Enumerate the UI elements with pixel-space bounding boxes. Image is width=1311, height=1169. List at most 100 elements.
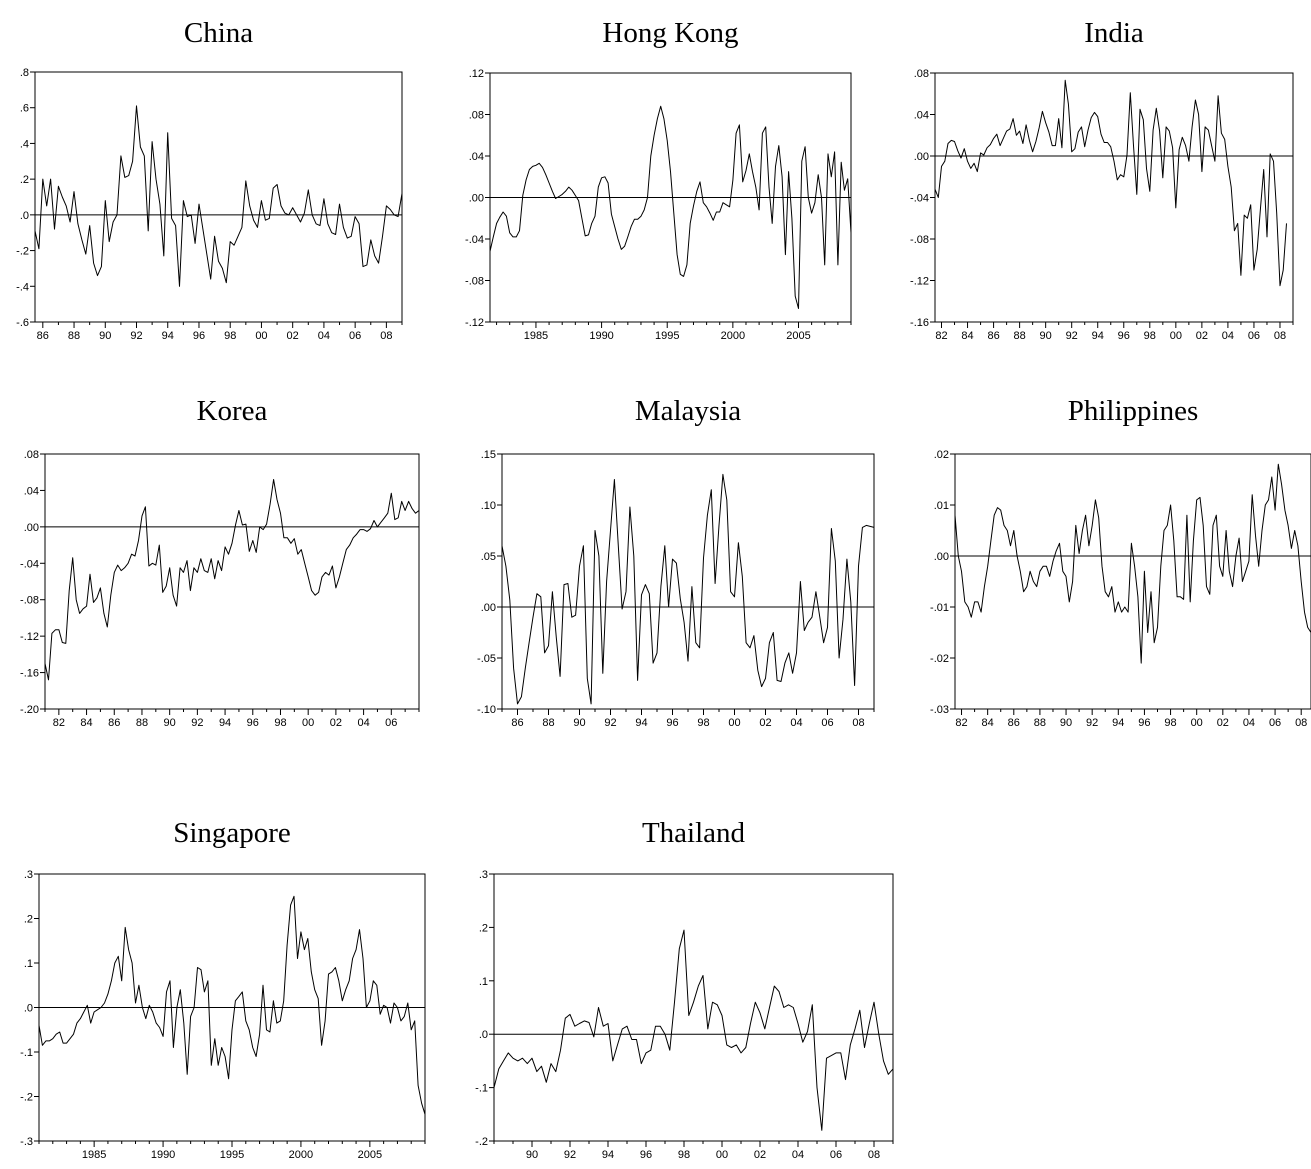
y-tick-label: -.2 bbox=[475, 1136, 488, 1148]
x-tick-label: 02 bbox=[330, 717, 342, 729]
x-tick-label: 86 bbox=[511, 717, 523, 729]
y-tick-label: .01 bbox=[934, 500, 949, 512]
series-line bbox=[954, 463, 1311, 664]
x-tick-label: 90 bbox=[526, 1149, 538, 1161]
x-tick-label: 98 bbox=[678, 1149, 690, 1161]
chart-title: Hong Kong bbox=[602, 17, 738, 49]
series-line bbox=[501, 473, 875, 705]
x-tick-label: 92 bbox=[1086, 717, 1098, 729]
panel-singapore: Singapore .3 .2 .1 .0 -.1 -.2 -.3 1985 1990 1995 2… bbox=[20, 817, 426, 1161]
series-line bbox=[493, 929, 894, 1131]
y-tick-label: .04 bbox=[914, 110, 929, 122]
x-tick-label: 08 bbox=[852, 717, 864, 729]
y-tick-label: -.01 bbox=[930, 602, 949, 614]
x-tick-label: 00 bbox=[716, 1149, 728, 1161]
panel-korea: Korea .08 .04 .00 -.04 -.08 -.12 -.16 -.20 82 84 8… bbox=[20, 395, 420, 729]
x-tick-label: 82 bbox=[935, 330, 947, 342]
plot-frame bbox=[34, 71, 403, 323]
y-tick-label: .04 bbox=[24, 485, 39, 497]
y-tick-label: .3 bbox=[479, 869, 488, 881]
x-tick-label: 86 bbox=[1008, 717, 1020, 729]
x-tick-label: 06 bbox=[821, 717, 833, 729]
x-tick-label: 88 bbox=[1013, 330, 1025, 342]
y-tick-label: -.16 bbox=[910, 317, 929, 329]
x-tick-label: 98 bbox=[224, 330, 236, 342]
x-tick-label: 86 bbox=[37, 330, 49, 342]
x-tick-label: 08 bbox=[868, 1149, 880, 1161]
x-tick-label: 94 bbox=[635, 717, 647, 729]
y-tick-label: .12 bbox=[469, 68, 484, 80]
x-tick-label: 08 bbox=[1274, 330, 1286, 342]
y-tick-label: -.10 bbox=[477, 704, 496, 716]
x-tick-label: 84 bbox=[982, 717, 994, 729]
y-tick-label: -.08 bbox=[465, 276, 484, 288]
x-tick-label: 98 bbox=[1164, 717, 1176, 729]
y-tick-label: .1 bbox=[24, 958, 33, 970]
panel-china: China .8 .6 .4 .2 .0 -.2 -.4 -.6 86 88 90 92 94 96 98 0… bbox=[16, 17, 403, 342]
panel-hong-kong: Hong Kong .12 .08 .04 .00 -.04 -.08 -.12 1985 19… bbox=[465, 17, 852, 342]
series-line bbox=[34, 105, 403, 287]
y-tick-label: -.04 bbox=[465, 234, 484, 246]
x-tick-label: 88 bbox=[1034, 717, 1046, 729]
x-tick-label: 04 bbox=[790, 717, 802, 729]
y-tick-label: .00 bbox=[469, 193, 484, 205]
x-tick-label: 02 bbox=[754, 1149, 766, 1161]
x-tick-label: 00 bbox=[1191, 717, 1203, 729]
x-tick-label: 96 bbox=[666, 717, 678, 729]
x-tick-label: 90 bbox=[164, 717, 176, 729]
x-tick-label: 94 bbox=[162, 330, 174, 342]
x-tick-label: 2005 bbox=[358, 1149, 382, 1161]
y-tick-label: .0 bbox=[20, 210, 29, 222]
y-tick-label: .3 bbox=[24, 869, 33, 881]
y-tick-label: .1 bbox=[479, 976, 488, 988]
x-tick-label: 98 bbox=[274, 717, 286, 729]
x-tick-label: 2000 bbox=[721, 330, 745, 342]
x-tick-label: 82 bbox=[53, 717, 65, 729]
chart-title: Singapore bbox=[173, 817, 291, 849]
x-tick-label: 96 bbox=[247, 717, 259, 729]
x-tick-label: 90 bbox=[99, 330, 111, 342]
panel-thailand: Thailand .3 .2 .1 .0 -.1 -.2 90 92 94 96 98 00 02 04 0… bbox=[475, 817, 894, 1161]
x-tick-label: 90 bbox=[573, 717, 585, 729]
x-tick-label: 94 bbox=[1092, 330, 1104, 342]
y-tick-label: .2 bbox=[20, 174, 29, 186]
x-tick-label: 90 bbox=[1060, 717, 1072, 729]
chart-title: Thailand bbox=[642, 817, 746, 849]
y-tick-label: .2 bbox=[24, 914, 33, 926]
y-tick-label: -.08 bbox=[910, 234, 929, 246]
x-tick-label: 02 bbox=[1217, 717, 1229, 729]
y-tick-label: -.12 bbox=[910, 276, 929, 288]
x-tick-label: 98 bbox=[1144, 330, 1156, 342]
x-tick-label: 04 bbox=[792, 1149, 804, 1161]
x-tick-label: 84 bbox=[961, 330, 973, 342]
x-tick-label: 04 bbox=[318, 330, 330, 342]
y-tick-label: .4 bbox=[20, 138, 29, 150]
chart-title: India bbox=[1084, 17, 1144, 49]
y-tick-label: .10 bbox=[481, 500, 496, 512]
x-tick-label: 08 bbox=[380, 330, 392, 342]
x-tick-label: 2005 bbox=[786, 330, 810, 342]
x-tick-label: 04 bbox=[1243, 717, 1255, 729]
y-tick-label: .0 bbox=[24, 1003, 33, 1015]
series-line bbox=[489, 105, 852, 309]
panel-malaysia: Malaysia .15 .10 .05 .00 -.05 -.10 86 88 90 92 94 9… bbox=[477, 395, 875, 729]
y-tick-label: -.04 bbox=[910, 193, 929, 205]
x-tick-label: 04 bbox=[357, 717, 369, 729]
x-tick-label: 92 bbox=[1066, 330, 1078, 342]
plot-frame bbox=[954, 453, 1311, 710]
y-tick-label: -.04 bbox=[20, 558, 39, 570]
plot-frame bbox=[934, 72, 1294, 323]
x-tick-label: 1990 bbox=[151, 1149, 175, 1161]
y-tick-label: -.16 bbox=[20, 668, 39, 680]
y-tick-label: .08 bbox=[469, 110, 484, 122]
y-tick-label: -.05 bbox=[477, 653, 496, 665]
series-line bbox=[38, 895, 426, 1115]
x-tick-label: 94 bbox=[219, 717, 231, 729]
y-tick-label: -.2 bbox=[20, 1092, 33, 1104]
y-tick-label: .00 bbox=[481, 602, 496, 614]
y-tick-label: -.08 bbox=[20, 595, 39, 607]
x-tick-label: 84 bbox=[80, 717, 92, 729]
x-tick-label: 02 bbox=[1196, 330, 1208, 342]
x-tick-label: 00 bbox=[255, 330, 267, 342]
chart-title: China bbox=[184, 17, 253, 49]
